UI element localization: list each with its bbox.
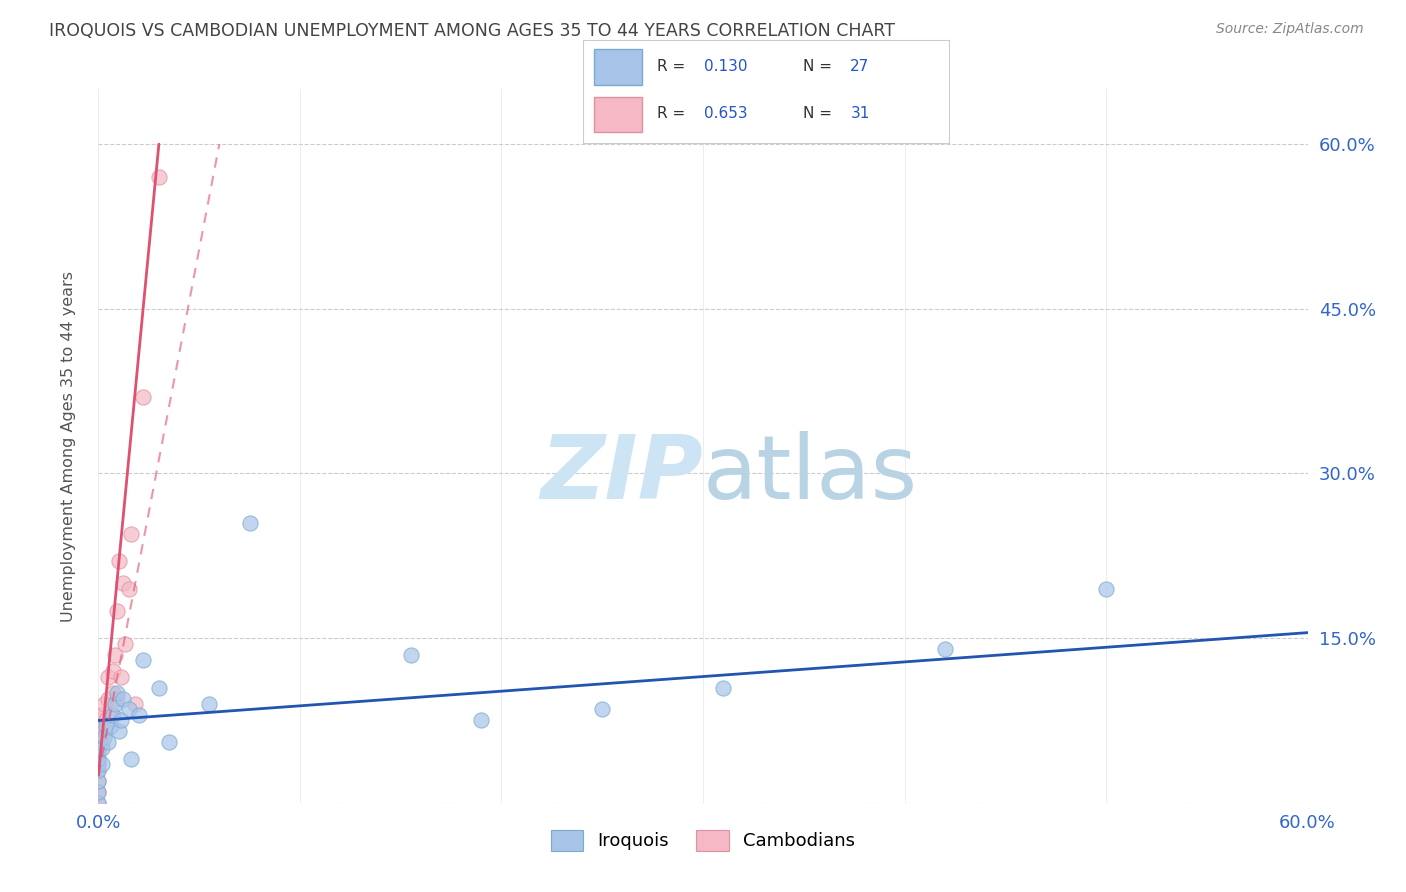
Point <box>87 763 110 777</box>
Point <box>157 735 180 749</box>
Point <box>87 785 110 799</box>
Legend: Iroquois, Cambodians: Iroquois, Cambodians <box>544 822 862 858</box>
Point <box>114 637 136 651</box>
Point <box>87 757 110 772</box>
Text: 27: 27 <box>851 59 869 74</box>
Point <box>97 691 120 706</box>
Point <box>934 642 956 657</box>
Point <box>591 702 613 716</box>
Point <box>96 714 118 728</box>
Point <box>87 735 110 749</box>
Point <box>87 747 110 761</box>
Point <box>101 686 124 700</box>
Point <box>118 582 141 596</box>
Point <box>87 740 110 755</box>
Point <box>1095 582 1118 596</box>
Point <box>101 708 124 723</box>
Point <box>105 686 128 700</box>
Point <box>103 648 125 662</box>
Point <box>100 719 122 733</box>
Point <box>239 516 262 530</box>
Point <box>132 390 155 404</box>
Point <box>107 724 129 739</box>
Point <box>91 757 114 772</box>
Text: IROQUOIS VS CAMBODIAN UNEMPLOYMENT AMONG AGES 35 TO 44 YEARS CORRELATION CHART: IROQUOIS VS CAMBODIAN UNEMPLOYMENT AMONG… <box>49 22 896 40</box>
Point <box>110 714 132 728</box>
Point <box>87 730 110 744</box>
Point <box>105 691 128 706</box>
Point <box>97 735 120 749</box>
Text: 31: 31 <box>851 106 870 121</box>
Text: N =: N = <box>803 106 837 121</box>
Point <box>89 719 111 733</box>
Text: atlas: atlas <box>703 431 918 518</box>
Point <box>87 785 110 799</box>
Point <box>87 763 110 777</box>
Point <box>87 752 110 766</box>
Point <box>120 752 142 766</box>
Point <box>124 697 146 711</box>
Point <box>711 681 734 695</box>
Point <box>120 526 142 541</box>
Text: N =: N = <box>803 59 837 74</box>
Text: Source: ZipAtlas.com: Source: ZipAtlas.com <box>1216 22 1364 37</box>
Point <box>110 669 132 683</box>
Point <box>148 169 170 184</box>
Point <box>148 681 170 695</box>
Point <box>470 714 492 728</box>
Point <box>96 719 118 733</box>
Point <box>93 730 115 744</box>
Point <box>91 708 114 723</box>
Point <box>87 773 110 788</box>
Point <box>100 708 122 723</box>
Point <box>91 740 114 755</box>
Text: 0.653: 0.653 <box>704 106 748 121</box>
Point <box>111 576 134 591</box>
Point <box>198 697 221 711</box>
Point <box>107 554 129 568</box>
Point <box>97 669 120 683</box>
Point <box>87 714 110 728</box>
Point <box>87 773 110 788</box>
Point <box>87 752 110 766</box>
Point <box>87 796 110 810</box>
FancyBboxPatch shape <box>595 49 643 86</box>
Text: R =: R = <box>657 59 690 74</box>
Point <box>91 735 114 749</box>
Point <box>399 648 422 662</box>
Text: ZIP: ZIP <box>540 431 703 518</box>
Point <box>87 796 110 810</box>
Point <box>103 697 125 711</box>
Y-axis label: Unemployment Among Ages 35 to 44 years: Unemployment Among Ages 35 to 44 years <box>62 270 76 622</box>
Point <box>128 708 150 723</box>
Point <box>101 664 124 678</box>
Point <box>105 604 128 618</box>
Text: 0.130: 0.130 <box>704 59 748 74</box>
Point <box>132 653 155 667</box>
FancyBboxPatch shape <box>595 96 643 132</box>
Point <box>118 702 141 716</box>
Point <box>93 697 115 711</box>
Point <box>111 691 134 706</box>
Text: R =: R = <box>657 106 690 121</box>
